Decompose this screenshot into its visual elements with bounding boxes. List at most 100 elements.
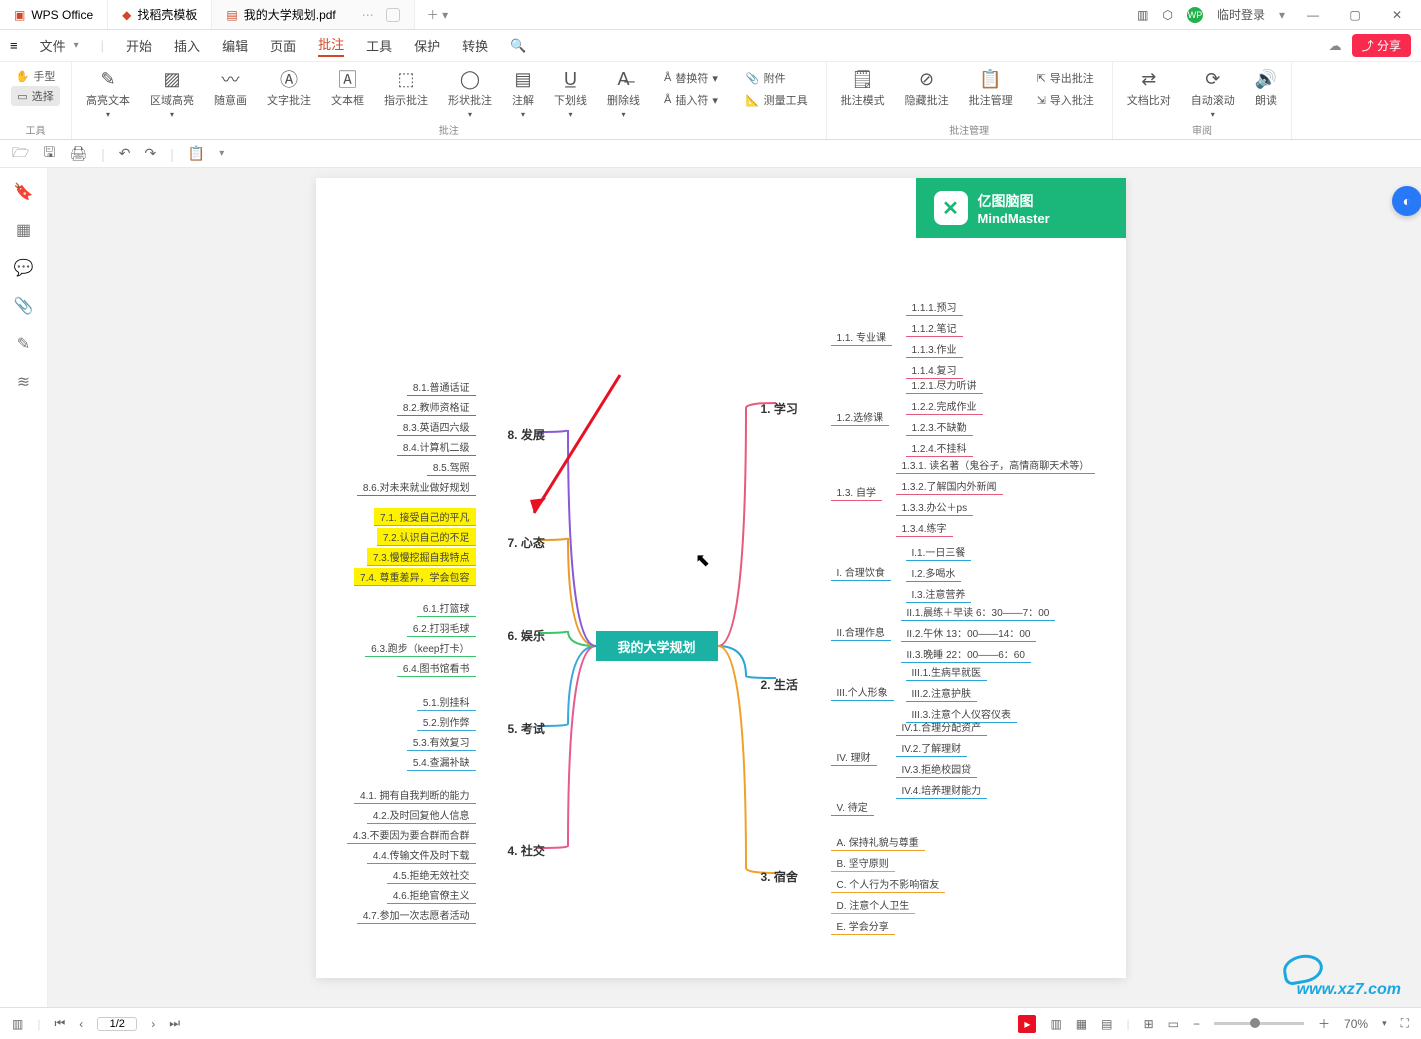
- menu-tools[interactable]: 工具: [366, 36, 392, 55]
- maximize-button[interactable]: ▢: [1341, 8, 1369, 22]
- user-badge[interactable]: WP: [1187, 7, 1203, 23]
- mindmap-leaf: II.3.晚睡 22：00——6：60: [901, 645, 1031, 663]
- last-page-button[interactable]: ⏭: [169, 1016, 180, 1031]
- replace-char-button[interactable]: Å替换符 ▾: [658, 68, 724, 88]
- zoom-in-button[interactable]: ＋: [1318, 1015, 1330, 1032]
- new-tab-button[interactable]: ＋ ▾: [415, 6, 460, 23]
- hide-annotation-button[interactable]: ⊘隐藏批注: [897, 66, 957, 112]
- fullscreen-icon[interactable]: ⛶: [1401, 1016, 1409, 1031]
- search-icon[interactable]: 🔍: [510, 38, 526, 54]
- branch-6: 6. 娱乐: [508, 627, 545, 644]
- minimize-button[interactable]: —: [1299, 8, 1327, 22]
- mindmap-leaf: 1.3.4.练字: [896, 519, 953, 537]
- brand-cn: 亿图脑图: [978, 191, 1050, 211]
- close-button[interactable]: ✕: [1383, 8, 1411, 22]
- node-2-5: V. 待定: [831, 798, 874, 816]
- menu-start[interactable]: 开始: [126, 36, 152, 55]
- document-viewport[interactable]: ✕ 亿图脑图 MindMaster 我的大学规划 1. 学习 2. 生活 3.: [48, 168, 1393, 1007]
- mindmap-leaf: IV.2.了解理财: [896, 739, 968, 757]
- highlight-text-button[interactable]: ✎高亮文本▾: [78, 66, 138, 121]
- view-mode-2[interactable]: ▥: [1050, 1017, 1061, 1031]
- textbox-button[interactable]: 🄰文本框: [323, 66, 372, 121]
- menu-convert[interactable]: 转换: [462, 36, 488, 55]
- node-1-2: 1.2.选修课: [831, 408, 890, 426]
- hand-tool[interactable]: ✋手型: [10, 66, 62, 86]
- callout-button[interactable]: ⬚指示批注: [376, 66, 436, 121]
- annotation-mode-button[interactable]: 🗒批注模式: [833, 66, 893, 112]
- autoscroll-button[interactable]: ⟳自动滚动▾: [1183, 66, 1243, 121]
- compare-button[interactable]: ⇄文档比对: [1119, 66, 1179, 121]
- first-page-button[interactable]: ⏮: [54, 1016, 65, 1031]
- site-watermark: www.xz7.com: [1297, 981, 1401, 999]
- tab-menu-icon[interactable]: ⋯: [362, 8, 374, 22]
- underline-button[interactable]: U̲下划线▾: [546, 66, 595, 121]
- view-mode-1[interactable]: ▸: [1018, 1015, 1036, 1033]
- page-number-input[interactable]: [97, 1017, 137, 1031]
- mouse-cursor: ⬉: [695, 550, 710, 571]
- hamburger-icon[interactable]: ≡: [10, 38, 18, 53]
- cube-icon[interactable]: ⬡: [1162, 8, 1172, 22]
- zoom-out-button[interactable]: −: [1193, 1017, 1200, 1031]
- fit-page-icon[interactable]: ▭: [1168, 1017, 1179, 1031]
- node-2-4: IV. 理财: [831, 748, 877, 766]
- login-label[interactable]: 临时登录: [1217, 6, 1265, 23]
- status-bar: ▥ | ⏮ ‹ › ⏭ ▸ ▥ ▦ ▤ | ⊞ ▭ − ＋ 70%▾ ⛶: [0, 1007, 1421, 1039]
- sidebar-toggle-icon[interactable]: ▥: [12, 1017, 23, 1031]
- area-highlight-button[interactable]: ▨区域高亮▾: [142, 66, 202, 121]
- annotation-mgr-group-label: 批注管理: [949, 122, 989, 137]
- layers-icon[interactable]: ≋: [17, 372, 30, 392]
- zoom-level[interactable]: 70%: [1344, 1017, 1368, 1031]
- float-action-button[interactable]: ◐: [1392, 186, 1421, 216]
- insert-char-button[interactable]: Å插入符 ▾: [658, 90, 724, 110]
- print-icon[interactable]: 🖨: [69, 145, 87, 162]
- ribbon: ✋手型 ▭选择 工具 ✎高亮文本▾ ▨区域高亮▾ 〰随意画 Ⓐ文字批注 🄰文本框…: [0, 62, 1421, 140]
- file-menu[interactable]: 文件: [40, 36, 66, 55]
- import-annotation-button[interactable]: ⇲导入批注: [1031, 90, 1100, 110]
- export-annotation-button[interactable]: ⇱导出批注: [1031, 68, 1100, 88]
- open-icon[interactable]: 🗁: [12, 142, 29, 166]
- menu-page[interactable]: 页面: [270, 36, 296, 55]
- quick-access-bar: 🗁 🖫 🖨 | ↶ ↷ | 📋 ▾: [0, 140, 1421, 168]
- zoom-slider[interactable]: [1214, 1022, 1304, 1025]
- edit-icon[interactable]: ✎: [17, 334, 30, 354]
- mindmap-leaf: 4.6.拒绝官僚主义: [387, 886, 476, 904]
- branch-2: 2. 生活: [761, 676, 798, 693]
- prev-page-button[interactable]: ‹: [79, 1017, 83, 1031]
- undo-icon[interactable]: ↶: [119, 145, 131, 162]
- text-annotation-button[interactable]: Ⓐ文字批注: [259, 66, 319, 121]
- freehand-button[interactable]: 〰随意画: [206, 66, 255, 121]
- strikethrough-button[interactable]: A̶删除线▾: [599, 66, 648, 121]
- mindmap-leaf: 8.4.计算机二级: [397, 438, 476, 456]
- template-tab[interactable]: ◆ 找稻壳模板: [108, 0, 212, 29]
- next-page-button[interactable]: ›: [151, 1017, 155, 1031]
- layout-icon[interactable]: ▥: [1137, 8, 1148, 22]
- menu-insert[interactable]: 插入: [174, 36, 200, 55]
- read-aloud-button[interactable]: 🔊朗读: [1247, 66, 1285, 121]
- shape-annotation-button[interactable]: ◯形状批注▾: [440, 66, 500, 121]
- pdf-icon: ▤: [226, 8, 237, 22]
- view-mode-3[interactable]: ▦: [1076, 1017, 1087, 1031]
- share-button[interactable]: ⤴ 分享: [1352, 34, 1411, 57]
- fit-width-icon[interactable]: ⊞: [1144, 1017, 1154, 1031]
- select-tool[interactable]: ▭选择: [11, 86, 59, 106]
- attachment-button[interactable]: 📎附件: [740, 68, 814, 88]
- cloud-icon[interactable]: ☁: [1329, 38, 1342, 54]
- mindmap-leaf: 4.7.参加一次志愿者活动: [357, 906, 476, 924]
- menu-protect[interactable]: 保护: [414, 36, 440, 55]
- comments-icon[interactable]: 💬: [14, 258, 34, 278]
- measure-button[interactable]: 📐测量工具: [740, 90, 814, 110]
- thumbnails-icon[interactable]: ▦: [16, 220, 31, 240]
- attachments-icon[interactable]: 📎: [14, 296, 34, 316]
- manage-annotation-button[interactable]: 📋批注管理: [961, 66, 1021, 112]
- redo-icon[interactable]: ↷: [144, 145, 156, 162]
- view-mode-4[interactable]: ▤: [1101, 1017, 1112, 1031]
- save-icon[interactable]: 🖫: [43, 142, 55, 166]
- bookmark-icon[interactable]: 🔖: [14, 182, 34, 202]
- app-name: WPS Office: [31, 8, 93, 22]
- document-tab[interactable]: ▤ 我的大学规划.pdf ⋯: [212, 0, 414, 29]
- note-button[interactable]: ▤注解▾: [504, 66, 542, 121]
- menu-edit[interactable]: 编辑: [222, 36, 248, 55]
- menu-annotate[interactable]: 批注: [318, 34, 344, 57]
- tab-restore-icon[interactable]: [386, 8, 400, 22]
- clipboard-icon[interactable]: 📋: [188, 145, 205, 162]
